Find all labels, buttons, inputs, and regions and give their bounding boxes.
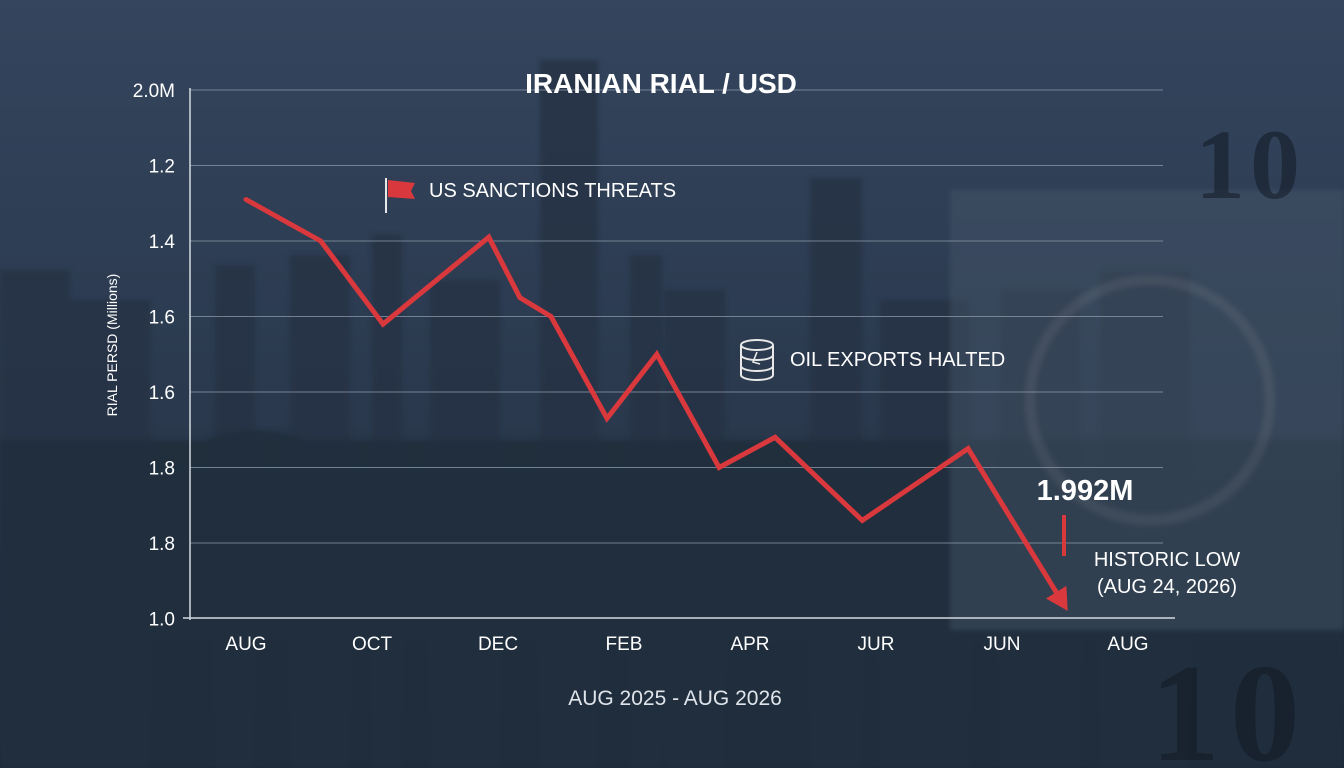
svg-text:0: 0 [1250,109,1300,220]
y-tick-label: 1.6 [149,383,175,404]
x-tick-label: JUN [984,634,1021,655]
oil-barrel-icon [740,339,774,381]
x-tick-label: AUG [1107,634,1148,655]
x-tick-label: JUR [858,634,895,655]
x-tick-label: APR [730,634,769,655]
rial-series-line [243,197,1059,595]
x-tick-label: AUG [225,634,266,655]
chart-title: IRANIAN RIAL / USD [525,68,797,99]
historic-low-date: (AUG 24, 2026) [1097,576,1237,598]
series-arrowhead [1046,585,1068,611]
y-tick-label: 1.8 [149,459,175,480]
x-tick-label: FEB [606,634,643,655]
y-tick-label: 2.0M [133,81,175,102]
historic-low-label: HISTORIC LOW [1094,549,1240,571]
svg-text:0: 0 [1230,636,1300,768]
y-tick-label: 1.4 [149,232,176,253]
x-tick-label: DEC [478,634,518,655]
y-tick-labels: 2.0M 1.2 1.4 1.6 1.6 1.8 1.8 1.0 [133,81,176,631]
y-tick-label: 1.0 [149,610,175,631]
y-axis-label: RIAL PERSD (Millions) [104,274,120,417]
y-tick-label: 1.6 [149,308,175,329]
annotation-sanctions: US SANCTIONS THREATS [385,178,676,213]
x-tick-label: OCT [352,634,393,655]
y-tick-label: 1.8 [149,534,175,555]
flag-icon [385,178,415,213]
y-tick-label: 1.2 [149,157,175,178]
annotation-oil-text: OIL EXPORTS HALTED [790,349,1005,371]
chart-subtitle: AUG 2025 - AUG 2026 [568,687,782,710]
latest-value-label: 1.992M [1037,475,1134,507]
x-tick-labels: AUG OCT DEC FEB APR JUR JUN AUG [225,634,1148,655]
svg-text:1: 1 [1150,636,1220,768]
annotation-latest: 1.992M HISTORIC LOW (AUG 24, 2026) [1037,475,1241,598]
annotation-sanctions-text: US SANCTIONS THREATS [429,180,676,202]
gridlines [190,89,1163,544]
svg-text:1: 1 [1195,109,1245,220]
annotation-oil: OIL EXPORTS HALTED [740,339,1005,381]
